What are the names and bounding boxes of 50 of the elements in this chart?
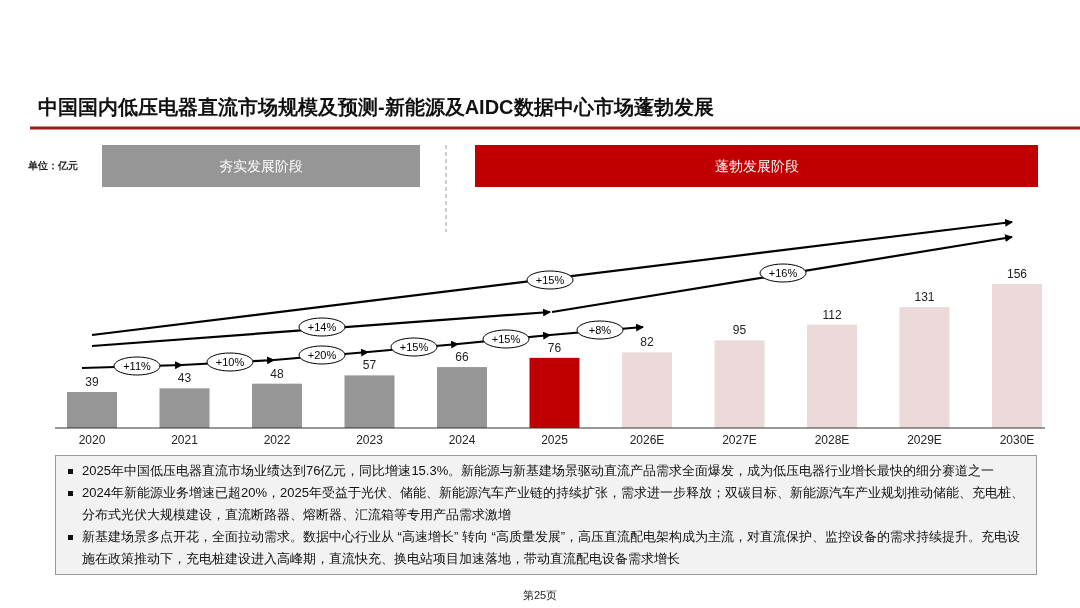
x-tick-label: 2023 [356,433,384,447]
bar [437,367,487,428]
data-label: 95 [732,323,747,338]
bar [529,357,580,428]
annotation: +20% [307,349,337,361]
annotation: +15% [491,333,521,345]
x-tick-label: 2020 [78,433,106,447]
text: 蓬勃发展阶段 [714,158,799,174]
data-label: 66 [455,350,469,365]
data-label: 76 [547,340,562,355]
x-tick-label: 2026E [629,433,665,447]
bar [344,375,395,428]
x-tick-label: 2022 [263,433,291,447]
bar [67,392,117,428]
data-label: 131 [914,290,935,305]
text: 新基建场景多点开花，全面拉动需求。数据中心行业从 “高速增长” 转向 “高质量发展”，高压直流配电架构成为主流，对直流保护、监控设备的需求持续提升。充电设施在政策推动下，充电桩建设进入高峰期，直流快充、换电站项目加速落地，带动直流配电设备需求增长 [81,528,1022,568]
text: 第25页 [521,588,559,603]
annotation: +11% [123,360,152,372]
bar [807,324,857,428]
data-label: 112 [822,307,842,322]
annotation: +10% [215,356,245,368]
bar [714,340,765,428]
annotation: +8% [588,324,612,336]
bar [899,307,950,428]
text: 夯实发展阶段 [219,158,303,174]
text: 2024年新能源业务增速已超20%，2025年受益于光伏、储能、新能源汽车产业链的持续扩张，需求进一步释放；双碳目标、新能源汽车产业规划推动储能、充电桩、分布式光伏大规模建设，直流断路器、熔断器、汇流箱等专用产品需求激增 [81,484,1025,524]
bar [252,383,302,428]
bar [622,352,672,428]
bar [159,388,210,428]
text: +16% [768,267,798,279]
bar [992,284,1042,428]
annotation: +14% [307,321,337,333]
x-tick-label: 2027E [722,433,757,447]
x-tick-label: 2030E [999,433,1035,447]
data-label: 82 [640,335,654,350]
data-label: 43 [177,371,192,386]
annotation: +15% [399,341,429,353]
x-tick-label: 2024 [448,433,476,447]
x-tick-label: 2029E [907,433,942,447]
chart-title: 中国国内低压电器直流市场规模及预测-新能源及AIDC数据中心市场蓬勃发展 [38,96,714,118]
text: 单位：亿元 [27,160,78,171]
x-tick-label: 2021 [171,433,199,447]
text: 2025年中国低压电器直流市场业绩达到76亿元，同比增速15.3%。新能源与新基建场景驱动直流产品需求全面爆发，成为低压电器行业增长最快的细分赛道之一 [81,462,996,480]
data-label: 57 [362,358,377,373]
data-label: 39 [85,375,99,389]
data-label: 156 [1006,267,1028,281]
annotation: +15% [535,274,565,286]
x-tick-label: 2028E [814,433,850,447]
data-label: 48 [270,366,284,381]
x-tick-label: 2025 [541,433,569,447]
